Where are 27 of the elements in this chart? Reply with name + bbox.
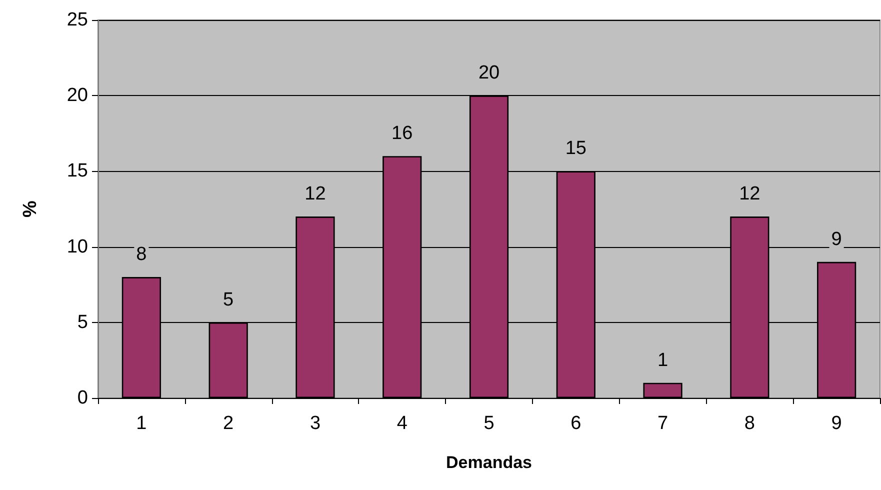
x-tick-label: 6 [570,413,582,434]
y-tick-label: 10 [66,236,88,258]
y-tick-label: 0 [77,388,88,408]
y-tick-label: 20 [66,85,88,106]
data-label: 20 [478,62,500,84]
x-tick-label: 7 [657,413,668,434]
x-axis-title: Demandas [446,453,532,472]
y-tick-label: 25 [66,10,88,30]
data-label: 8 [136,244,147,266]
x-tick-label: 8 [744,413,755,434]
data-label: 16 [392,123,413,144]
y-tick-label: 15 [66,160,88,182]
x-tick-label: 4 [396,413,408,434]
bar [643,382,682,398]
y-tick-label: 5 [77,312,88,333]
x-tick-label: 9 [831,413,842,434]
data-label: 12 [304,184,326,205]
x-tick-label: 3 [310,413,321,434]
data-label: 5 [223,289,234,310]
data-label: 9 [831,228,842,250]
y-axis-title: % [20,200,41,218]
data-label: 12 [739,184,760,205]
x-tick-label: 2 [223,413,234,434]
x-tick-label: 1 [136,413,147,434]
data-label: 1 [657,350,668,371]
x-tick-label: 5 [484,413,494,434]
data-label: 15 [565,138,586,160]
